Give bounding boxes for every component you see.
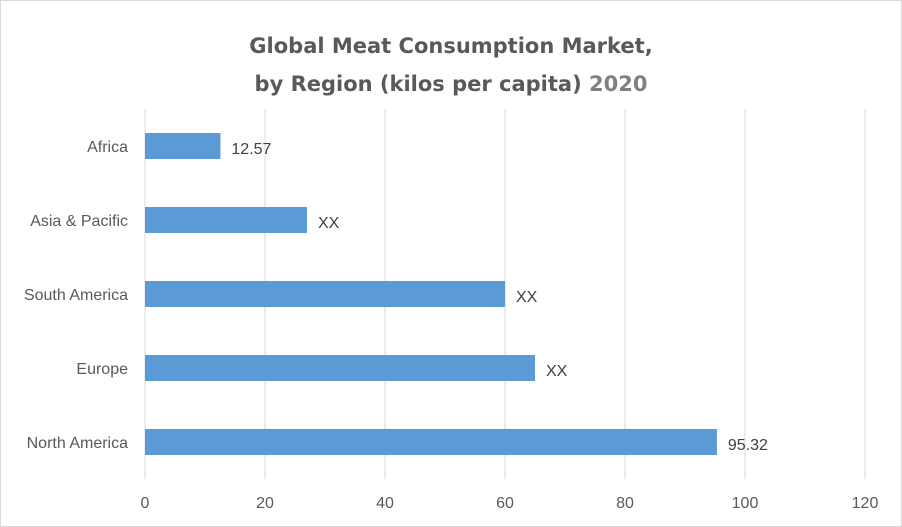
bar — [145, 429, 717, 455]
x-tick-label: 60 — [496, 495, 514, 512]
category-label: South America — [24, 287, 128, 304]
data-labels: 12.57 XX XX XX 95.32 — [231, 141, 768, 454]
category-labels: Africa Asia & Pacific South America Europe N… — [24, 139, 128, 452]
x-tick-label: 0 — [141, 495, 150, 512]
chart-title: Global Meat Consumption Market, by Regio… — [1, 27, 901, 103]
chart-title-line1: Global Meat Consumption Market, — [249, 34, 653, 58]
category-label: Asia & Pacific — [30, 213, 128, 230]
x-tick-label: 20 — [256, 495, 274, 512]
data-label: 95.32 — [728, 437, 768, 454]
data-label: 12.57 — [231, 141, 271, 158]
bars — [145, 133, 717, 455]
chart-title-year: 2020 — [589, 72, 648, 96]
data-label: XX — [318, 215, 340, 232]
chart-title-main: by Region (kilos per capita) — [254, 72, 582, 96]
x-axis-tick-labels: 0 20 40 60 80 100 120 — [141, 495, 879, 512]
bar — [145, 355, 535, 381]
bar — [145, 207, 307, 233]
data-label: XX — [516, 289, 538, 306]
x-tick-label: 40 — [376, 495, 394, 512]
bar — [145, 133, 221, 159]
x-tick-label: 80 — [616, 495, 634, 512]
x-tick-label: 100 — [732, 495, 759, 512]
category-label: Europe — [76, 361, 128, 378]
data-label: XX — [546, 363, 568, 380]
bar — [145, 281, 505, 307]
category-label: Africa — [87, 139, 128, 156]
x-tick-label: 120 — [852, 495, 879, 512]
chart-title-line2: by Region (kilos per capita) 2020 — [1, 65, 901, 103]
category-label: North America — [27, 435, 128, 452]
